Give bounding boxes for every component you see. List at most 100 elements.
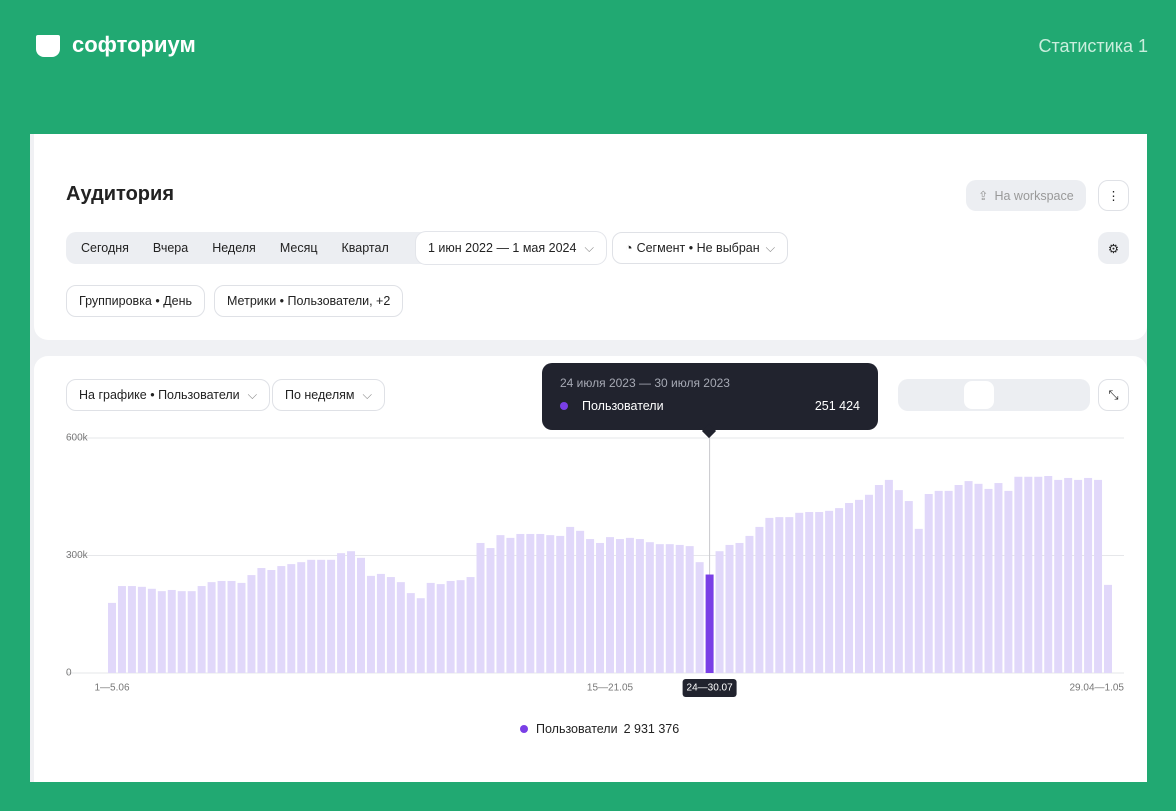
bar (147, 588, 156, 673)
bar (307, 559, 316, 673)
chart-period-label: По неделям (285, 388, 355, 402)
grouping-button[interactable]: Группировка • День (66, 285, 206, 317)
segment-label: Сегмент • Не выбран (636, 241, 760, 255)
bar (825, 510, 834, 673)
bar (954, 485, 963, 673)
caption: Статистика 1 (1038, 36, 1148, 56)
period-button[interactable]: Вчера (152, 241, 189, 255)
bar (984, 488, 993, 673)
period-button[interactable]: Месяц (279, 241, 318, 255)
bar (1094, 479, 1103, 673)
bar (1004, 490, 1013, 673)
metrics-button[interactable]: Метрики • Пользователи, +2 (214, 285, 404, 317)
bar (476, 542, 485, 673)
bar (446, 580, 455, 673)
x-tick-label: 29.04—1.05 (1070, 683, 1125, 694)
tooltip-series: Пользователи (582, 399, 664, 413)
bar (376, 573, 385, 673)
bar (944, 490, 953, 673)
bar (317, 559, 326, 673)
collapse-button[interactable]: ⤡ (1098, 379, 1129, 411)
bar (516, 533, 525, 673)
bar (735, 542, 744, 673)
bar (576, 530, 585, 673)
tooltip-value: 251 424 (814, 399, 860, 413)
bar (167, 589, 176, 673)
date-range-label: 1 июн 2022 — 1 мая 2024 (428, 241, 577, 255)
bar (247, 575, 256, 673)
bar (157, 591, 166, 673)
legend-marker (520, 725, 528, 733)
segment-button[interactable]: ◔ Сегмент • Не выбран ⌵ (612, 232, 789, 264)
tooltip-marker (560, 402, 568, 410)
x-tick-label: 1—5.06 (94, 683, 129, 694)
bar (1084, 477, 1093, 673)
bar (396, 582, 405, 673)
bar (1024, 476, 1033, 673)
bar (606, 537, 614, 673)
bar (964, 481, 973, 673)
period-button[interactable]: Сегодня (81, 241, 129, 255)
bar (297, 562, 306, 673)
bar (327, 559, 336, 673)
bar (526, 533, 535, 673)
bar (337, 553, 346, 673)
bar (386, 577, 395, 673)
bar (456, 580, 465, 673)
bar (904, 501, 913, 673)
workspace-button[interactable]: ⇪ На workspace (966, 180, 1086, 211)
bar (546, 535, 555, 673)
bar (1014, 476, 1023, 673)
bar (357, 557, 365, 673)
bar (596, 542, 605, 673)
bar (884, 479, 893, 673)
date-range[interactable]: 1 июн 2022 — 1 мая 2024 ⌵ (416, 232, 606, 264)
bar (695, 562, 704, 673)
bar (635, 539, 644, 673)
chart-period-button[interactable]: По неделям ⌵ (272, 379, 385, 411)
bar (894, 490, 903, 673)
grouping-label: Группировка • День (79, 294, 193, 308)
menu-button[interactable]: ⋮ (1098, 180, 1129, 211)
bar (416, 598, 425, 673)
bar (855, 499, 863, 673)
bar (366, 575, 375, 673)
bar (675, 544, 684, 673)
bar (835, 508, 844, 673)
bar (615, 539, 624, 673)
bar (287, 564, 296, 673)
bar (566, 526, 575, 673)
bar (755, 526, 764, 673)
bar (625, 537, 634, 673)
bar (1074, 479, 1083, 673)
chart-type-active[interactable] (964, 381, 994, 409)
bar (436, 584, 445, 673)
bar (785, 517, 794, 673)
bar (864, 494, 873, 673)
period-button[interactable]: Неделя (212, 241, 256, 255)
chart-type-switch (898, 379, 1090, 411)
bar (217, 580, 226, 673)
bar (874, 485, 883, 673)
bar (466, 577, 475, 673)
bar (586, 539, 595, 673)
y-tick-label: 300k (66, 550, 89, 561)
bar (127, 586, 136, 673)
report-title: Аудитория (66, 183, 174, 205)
bar (207, 582, 216, 673)
bar (685, 546, 694, 673)
chart-metric-button[interactable]: На графике • Пользователи ⌵ (66, 379, 271, 411)
settings-button[interactable]: ⚙ (1098, 232, 1129, 264)
bar (536, 533, 545, 673)
period-button[interactable]: Квартал (341, 241, 389, 255)
bar (994, 483, 1003, 673)
bar (655, 544, 664, 673)
bar (1054, 479, 1063, 673)
bar (108, 602, 116, 673)
y-tick-label: 600k (66, 433, 89, 444)
bar (715, 551, 724, 673)
bar (665, 544, 674, 673)
x-tick-label: 24—30.07 (687, 683, 734, 694)
